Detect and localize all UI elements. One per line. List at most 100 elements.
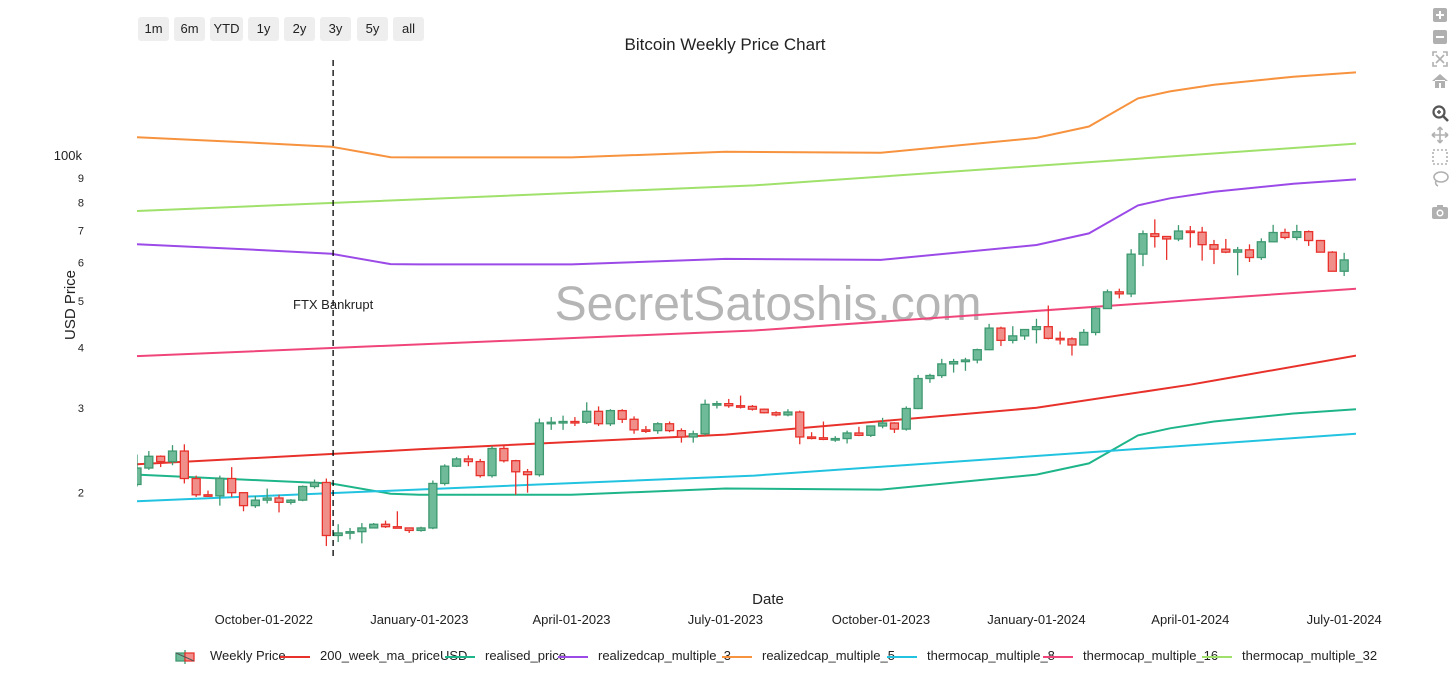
- candle[interactable]: [1327, 251, 1337, 272]
- candle[interactable]: [487, 445, 497, 478]
- candle[interactable]: [1185, 225, 1195, 248]
- candle[interactable]: [262, 488, 272, 504]
- candle[interactable]: [1339, 252, 1349, 277]
- candle[interactable]: [759, 408, 769, 414]
- candle[interactable]: [499, 445, 509, 463]
- zoom-in-icon[interactable]: [1429, 4, 1451, 26]
- candle[interactable]: [960, 357, 971, 371]
- candle[interactable]: [806, 432, 817, 440]
- candle[interactable]: [321, 478, 332, 547]
- candle[interactable]: [747, 405, 758, 411]
- candle[interactable]: [1315, 239, 1326, 253]
- candle[interactable]: [227, 467, 237, 497]
- range-button-1m[interactable]: 1m: [138, 17, 169, 41]
- candle[interactable]: [167, 445, 178, 466]
- candle[interactable]: [416, 526, 426, 532]
- candle[interactable]: [913, 374, 923, 410]
- candle[interactable]: [463, 455, 474, 467]
- candle[interactable]: [1008, 326, 1018, 344]
- zoom-out-icon[interactable]: [1429, 26, 1451, 48]
- candle[interactable]: [582, 402, 592, 424]
- candle[interactable]: [511, 459, 521, 495]
- candle[interactable]: [1292, 224, 1302, 241]
- candle[interactable]: [1138, 230, 1148, 267]
- candle[interactable]: [380, 520, 391, 528]
- candle[interactable]: [937, 358, 947, 378]
- range-button-5y[interactable]: 5y: [357, 17, 388, 41]
- candle[interactable]: [593, 406, 604, 427]
- candle[interactable]: [842, 430, 852, 444]
- candle[interactable]: [1031, 318, 1042, 344]
- candle[interactable]: [617, 409, 627, 423]
- candle[interactable]: [428, 480, 438, 530]
- candle[interactable]: [629, 416, 639, 434]
- candle[interactable]: [984, 323, 994, 351]
- candle[interactable]: [570, 417, 580, 427]
- pan-icon[interactable]: [1429, 124, 1451, 146]
- candle[interactable]: [771, 411, 781, 417]
- candle[interactable]: [925, 373, 935, 383]
- range-button-3y[interactable]: 3y: [320, 17, 351, 41]
- candle[interactable]: [392, 511, 403, 529]
- candle[interactable]: [1090, 307, 1101, 336]
- candle[interactable]: [795, 410, 805, 445]
- candle[interactable]: [475, 458, 485, 478]
- candle[interactable]: [1173, 225, 1184, 242]
- range-button-6m[interactable]: 6m: [174, 17, 205, 41]
- candle[interactable]: [440, 464, 450, 486]
- candle[interactable]: [676, 428, 687, 443]
- candle[interactable]: [250, 495, 260, 508]
- candle[interactable]: [1079, 329, 1089, 346]
- candle[interactable]: [972, 348, 982, 364]
- candle[interactable]: [215, 475, 225, 506]
- candle[interactable]: [1209, 239, 1219, 265]
- candle[interactable]: [522, 468, 533, 493]
- candle[interactable]: [1221, 238, 1231, 254]
- candle[interactable]: [179, 444, 189, 484]
- candle[interactable]: [369, 523, 379, 529]
- candle[interactable]: [546, 417, 556, 430]
- candle[interactable]: [156, 455, 166, 468]
- candle[interactable]: [1043, 305, 1053, 340]
- candle[interactable]: [1150, 219, 1160, 248]
- box-select-icon[interactable]: [1429, 146, 1451, 168]
- zoom-icon[interactable]: [1429, 102, 1451, 124]
- candle[interactable]: [1161, 235, 1172, 260]
- candle[interactable]: [1067, 337, 1077, 356]
- candle[interactable]: [1280, 228, 1290, 240]
- candle[interactable]: [724, 398, 734, 408]
- candle[interactable]: [1268, 224, 1278, 243]
- candle[interactable]: [901, 406, 911, 431]
- camera-icon[interactable]: [1429, 201, 1451, 223]
- candle[interactable]: [1019, 328, 1030, 340]
- candle[interactable]: [1126, 249, 1136, 298]
- candle[interactable]: [298, 485, 308, 502]
- candle[interactable]: [345, 527, 355, 540]
- candle[interactable]: [1197, 226, 1207, 261]
- candle[interactable]: [309, 479, 320, 489]
- candle[interactable]: [688, 430, 698, 443]
- candle[interactable]: [203, 490, 213, 497]
- candle[interactable]: [854, 426, 864, 437]
- candle[interactable]: [191, 475, 201, 497]
- candle[interactable]: [357, 523, 367, 544]
- candle[interactable]: [238, 492, 249, 512]
- range-button-ytd[interactable]: YTD: [210, 17, 243, 41]
- range-button-2y[interactable]: 2y: [284, 17, 315, 41]
- candle[interactable]: [783, 409, 793, 417]
- candle[interactable]: [333, 524, 343, 543]
- candle[interactable]: [1256, 238, 1266, 260]
- candle[interactable]: [1304, 230, 1314, 246]
- candle[interactable]: [605, 409, 616, 427]
- candle[interactable]: [889, 422, 900, 433]
- candle[interactable]: [735, 395, 746, 409]
- candle[interactable]: [1102, 289, 1113, 310]
- candle[interactable]: [274, 494, 284, 513]
- candle[interactable]: [1114, 288, 1124, 299]
- candle[interactable]: [664, 421, 675, 433]
- range-button-all[interactable]: all: [393, 17, 424, 41]
- candle[interactable]: [866, 425, 876, 437]
- candle[interactable]: [700, 399, 710, 436]
- candle[interactable]: [1233, 246, 1243, 276]
